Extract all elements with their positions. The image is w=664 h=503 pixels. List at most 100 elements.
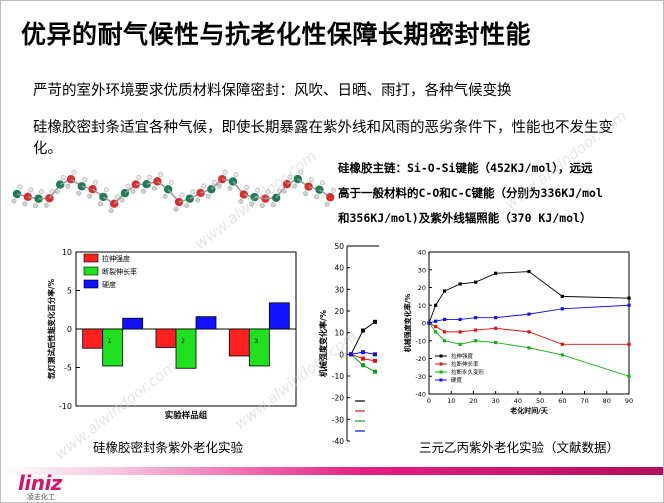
y-tick-label: 10 bbox=[62, 248, 72, 257]
molecule-atom bbox=[238, 199, 244, 204]
molecule-atom bbox=[130, 188, 136, 194]
molecule-atom bbox=[216, 183, 222, 189]
molecule-atom bbox=[142, 179, 151, 189]
logo-subtext: 凌志化工 bbox=[27, 493, 55, 501]
data-point bbox=[373, 319, 377, 324]
y-axis-label: 机械强度变化率/% bbox=[319, 310, 328, 377]
molecule-atom bbox=[147, 174, 153, 180]
molecule-atom bbox=[218, 174, 227, 184]
y-tick-label: -10 bbox=[59, 402, 72, 411]
x-axis-label: 实验样品组 bbox=[165, 410, 208, 421]
molecule-atom bbox=[184, 203, 190, 209]
molecule-atom bbox=[326, 193, 335, 202]
molecule-atom bbox=[87, 193, 93, 199]
data-point bbox=[474, 339, 478, 343]
data-point bbox=[474, 328, 478, 332]
molecule-atom bbox=[201, 183, 207, 189]
legend-label: 硬度 bbox=[451, 376, 463, 384]
legend-marker bbox=[439, 378, 443, 382]
molecule-atom bbox=[249, 201, 255, 207]
molecule-atom bbox=[65, 183, 71, 189]
molecule-atom bbox=[304, 182, 313, 191]
x-tick-label: 60 bbox=[558, 397, 566, 405]
molecule-atom bbox=[313, 194, 319, 200]
note-line-2: 高于一般材料的C-O和C-C键能（分别为336KJ/mol bbox=[338, 186, 603, 200]
caption-silicone: 硅橡胶密封条紫外老化实验 bbox=[93, 440, 244, 455]
data-point bbox=[560, 307, 564, 311]
bar bbox=[228, 328, 250, 357]
data-point bbox=[627, 303, 631, 307]
molecule-atom bbox=[11, 198, 17, 204]
y-tick-label: 20 bbox=[418, 284, 426, 292]
data-point bbox=[361, 350, 365, 355]
data-point bbox=[434, 330, 438, 334]
molecule-atom bbox=[33, 203, 39, 209]
molecule-atom bbox=[244, 185, 250, 190]
y-tick-label: -10 bbox=[415, 337, 426, 345]
x-tick-label: 1 bbox=[108, 338, 112, 345]
y-tick-label: -5 bbox=[64, 364, 72, 373]
data-point bbox=[474, 316, 478, 320]
x-axis-label: 老化时间/天 bbox=[509, 406, 549, 415]
legend-label: 拉断永久变形 bbox=[451, 368, 485, 376]
molecule-chain-image bbox=[11, 169, 336, 214]
bar bbox=[102, 328, 124, 367]
data-point bbox=[494, 340, 498, 345]
epdm-uv-line-chart: -40 -30 -20 -10 0 10 20 30 40 0 10 20 30 40 50 60 70 80 90… bbox=[401, 244, 639, 434]
data-point bbox=[560, 342, 564, 346]
data-point bbox=[474, 280, 478, 284]
legend-swatch bbox=[83, 266, 99, 276]
molecule-atom bbox=[17, 184, 23, 190]
silicone-uv-bar-chart: -10 -5 0 5 10 1 2 3 实验样品组 氙灯测试后性能变化百分率/% 拉伸强度断裂伸长率… bbox=[41, 244, 306, 424]
molecule-atom bbox=[319, 180, 325, 186]
y-tick-label: -20 bbox=[415, 355, 426, 363]
data-point bbox=[458, 342, 462, 346]
molecule-atom bbox=[56, 180, 65, 189]
data-point bbox=[427, 321, 431, 325]
data-point bbox=[560, 353, 564, 357]
logo-text: liniz bbox=[18, 471, 62, 495]
y-tick-label: -30 bbox=[415, 373, 426, 381]
data-point bbox=[434, 319, 438, 323]
x-tick-label: 80 bbox=[603, 397, 611, 405]
legend-label: 断裂伸长率 bbox=[102, 267, 137, 276]
y-tick-label: 30 bbox=[418, 266, 426, 274]
molecule-atom bbox=[292, 183, 298, 189]
note-line-3: 和356KJ/mol)及紫外线辐照能（370 KJ/mol） bbox=[338, 211, 592, 225]
bar bbox=[268, 302, 290, 330]
data-point bbox=[627, 342, 631, 346]
company-logo: liniz 凌志化工 bbox=[18, 471, 78, 501]
data-point bbox=[361, 328, 365, 333]
y-tick-label: 20 bbox=[334, 307, 344, 316]
molecule-atom bbox=[151, 185, 157, 191]
molecule-atom bbox=[196, 188, 205, 198]
data-point bbox=[442, 289, 447, 293]
molecule-atom bbox=[71, 169, 77, 175]
legend-label: 硬度 bbox=[102, 280, 116, 289]
molecule-atom bbox=[77, 182, 87, 191]
y-axis-label: 氙灯测试后性能变化百分率/% bbox=[46, 278, 56, 379]
data-point bbox=[434, 324, 438, 329]
molecule-atom bbox=[22, 201, 28, 207]
data-point bbox=[527, 346, 531, 350]
paragraph-environment: 严苛的室外环境要求优质材料保障密封：风吹、日晒、雨打，各种气候变换 bbox=[33, 83, 512, 99]
molecule-atom bbox=[324, 201, 330, 207]
y-tick-label: 0 bbox=[67, 325, 72, 334]
y-tick-label: -10 bbox=[332, 372, 344, 381]
x-tick-label: 50 bbox=[536, 397, 544, 405]
data-point bbox=[627, 296, 631, 300]
y-tick-label: 10 bbox=[418, 302, 426, 310]
x-tick-label: 40 bbox=[514, 397, 522, 405]
y-tick-label: 5 bbox=[67, 287, 72, 296]
data-point bbox=[458, 282, 462, 286]
bar bbox=[195, 316, 217, 330]
molecule-atom bbox=[227, 186, 233, 191]
bar bbox=[122, 317, 144, 330]
y-tick-label: -40 bbox=[415, 391, 426, 399]
molecule-atom bbox=[82, 176, 88, 182]
data-point bbox=[373, 358, 377, 363]
molecule-atom bbox=[103, 187, 109, 193]
y-tick-label: 0 bbox=[339, 350, 344, 359]
paragraph-silicone: 硅橡胶密封条适宜各种气候，即使长期暴露在紫外线和风雨的恶劣条件下，性能也不发生变… bbox=[33, 120, 613, 157]
